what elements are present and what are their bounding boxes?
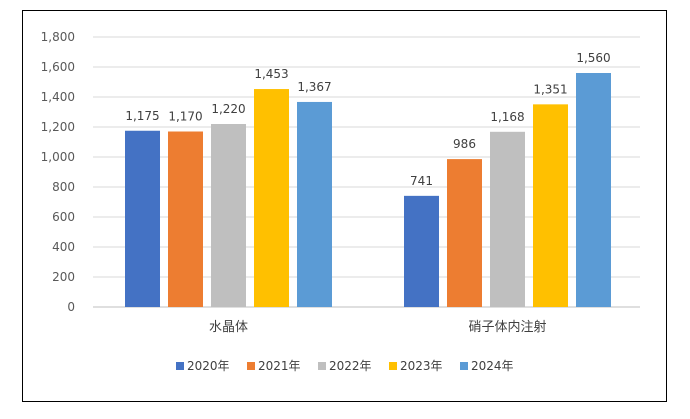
data-label: 1,170 xyxy=(168,110,202,124)
y-tick-label: 0 xyxy=(67,300,75,314)
legend-label: 2021年 xyxy=(258,359,301,373)
y-tick-label: 1,400 xyxy=(41,90,75,104)
bar xyxy=(297,101,332,307)
data-label: 1,168 xyxy=(490,110,524,124)
legend-swatch xyxy=(389,362,397,370)
y-tick-label: 1,600 xyxy=(41,60,75,74)
data-label: 741 xyxy=(410,174,433,188)
legend-label: 2023年 xyxy=(400,359,443,373)
data-label: 1,175 xyxy=(125,109,159,123)
data-label: 1,453 xyxy=(254,67,288,81)
legend-swatch xyxy=(247,362,255,370)
bar xyxy=(125,130,160,307)
y-tick-label: 200 xyxy=(52,270,75,284)
y-axis-tick-labels: 0 200 400 600 800 1,000 1,200 1,400 1,600 1,800 xyxy=(41,30,75,314)
y-tick-label: 400 xyxy=(52,240,75,254)
bar xyxy=(576,73,611,307)
data-label: 986 xyxy=(453,137,476,151)
bar xyxy=(533,104,568,307)
bar xyxy=(490,131,525,307)
bar xyxy=(254,89,289,307)
category-labels: 水晶体 硝子体内注射 xyxy=(209,319,547,335)
bar xyxy=(168,131,203,307)
data-labels: 1,175 1,170 1,220 1,453 1,367 741 986 1,168 1,35… xyxy=(125,51,610,188)
legend-swatch xyxy=(460,362,468,370)
category-label: 水晶体 xyxy=(209,320,248,335)
legend: 2020年 2021年 2022年 2023年 2024年 xyxy=(176,359,514,373)
y-tick-label: 600 xyxy=(52,210,75,224)
data-label: 1,220 xyxy=(211,102,245,116)
legend-label: 2020年 xyxy=(187,359,230,373)
bar xyxy=(447,159,482,307)
legend-label: 2022年 xyxy=(329,359,372,373)
legend-swatch xyxy=(176,362,184,370)
legend-swatch xyxy=(318,362,326,370)
bar xyxy=(404,195,439,307)
bar xyxy=(211,124,246,307)
y-tick-label: 1,200 xyxy=(41,120,75,134)
data-label: 1,560 xyxy=(576,51,610,65)
y-tick-label: 800 xyxy=(52,180,75,194)
category-label: 硝子体内注射 xyxy=(468,319,546,335)
legend-label: 2024年 xyxy=(471,359,514,373)
data-label: 1,367 xyxy=(297,80,331,94)
data-label: 1,351 xyxy=(533,82,567,96)
y-tick-label: 1,800 xyxy=(41,30,75,44)
y-tick-label: 1,000 xyxy=(41,150,75,164)
bars xyxy=(125,73,611,307)
